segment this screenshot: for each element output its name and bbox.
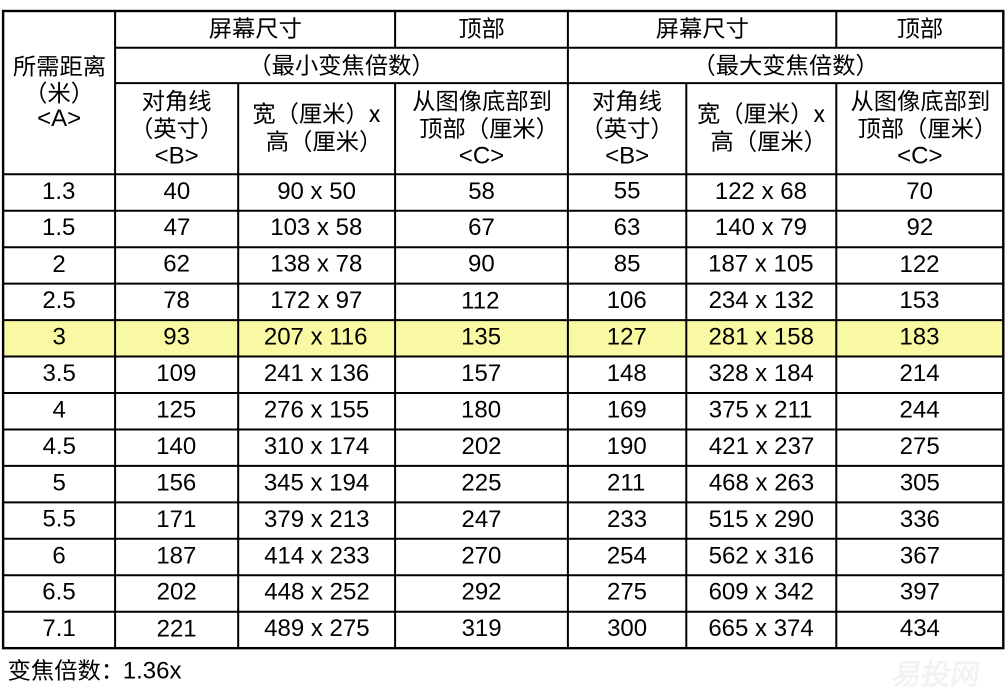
svg-text:214: 214 <box>900 360 940 387</box>
svg-text:6: 6 <box>52 542 65 569</box>
svg-text:4: 4 <box>53 396 66 423</box>
svg-text:106: 106 <box>607 287 647 314</box>
svg-text:202: 202 <box>461 433 501 460</box>
svg-text:63: 63 <box>614 214 641 241</box>
svg-text:305: 305 <box>900 469 940 496</box>
svg-text:254: 254 <box>607 542 647 569</box>
svg-text:85: 85 <box>614 251 641 278</box>
svg-text:414 x 233: 414 x 233 <box>264 542 369 569</box>
svg-text:328 x 184: 328 x 184 <box>708 360 813 387</box>
svg-text:187 x 105: 187 x 105 <box>708 251 813 278</box>
svg-text:169: 169 <box>607 396 647 423</box>
svg-text:187: 187 <box>156 542 196 569</box>
svg-text:5.5: 5.5 <box>42 506 75 533</box>
svg-text:125: 125 <box>156 396 196 423</box>
svg-text:234 x 132: 234 x 132 <box>709 287 814 314</box>
svg-text:<B>: <B> <box>605 143 649 170</box>
svg-text:434: 434 <box>900 615 940 642</box>
svg-text:310 x 174: 310 x 174 <box>264 433 369 460</box>
svg-text:122 x 68: 122 x 68 <box>715 178 807 205</box>
svg-text:78: 78 <box>163 287 190 314</box>
svg-text:292: 292 <box>461 579 501 606</box>
svg-text:247: 247 <box>461 506 501 533</box>
svg-text:172 x 97: 172 x 97 <box>270 287 362 314</box>
svg-text:421 x 237: 421 x 237 <box>709 433 814 460</box>
svg-text:90: 90 <box>468 251 495 278</box>
svg-text:5: 5 <box>52 469 65 496</box>
svg-text:156: 156 <box>156 469 196 496</box>
svg-text:2: 2 <box>52 251 65 278</box>
svg-text:127: 127 <box>607 324 647 351</box>
svg-text:270: 270 <box>461 542 501 569</box>
svg-text:40: 40 <box>164 178 191 205</box>
svg-text:515 x 290: 515 x 290 <box>709 506 814 533</box>
svg-text:140: 140 <box>156 433 196 460</box>
svg-text:207 x 116: 207 x 116 <box>264 324 368 351</box>
svg-text:300: 300 <box>607 615 647 642</box>
svg-text:202: 202 <box>157 579 197 606</box>
svg-text:665 x 374: 665 x 374 <box>708 615 813 642</box>
svg-text:103 x 58: 103 x 58 <box>270 214 362 241</box>
svg-text:62: 62 <box>163 251 190 278</box>
svg-text:70: 70 <box>906 178 933 205</box>
svg-text:468 x 263: 468 x 263 <box>709 469 814 496</box>
svg-text:1.36x: 1.36x <box>123 658 182 685</box>
svg-text:225: 225 <box>461 469 501 496</box>
svg-text:92: 92 <box>906 214 933 241</box>
svg-text:345 x 194: 345 x 194 <box>264 469 369 496</box>
svg-text:3.5: 3.5 <box>42 360 75 387</box>
svg-text:190: 190 <box>607 433 647 460</box>
svg-text:221: 221 <box>157 615 197 642</box>
svg-text:135: 135 <box>461 324 501 351</box>
svg-text:379 x 213: 379 x 213 <box>264 506 369 533</box>
svg-text:58: 58 <box>468 178 495 205</box>
svg-text:1.5: 1.5 <box>42 214 75 241</box>
svg-text:1.3: 1.3 <box>42 178 75 205</box>
svg-text:2.5: 2.5 <box>42 287 75 314</box>
svg-text:<A>: <A> <box>37 105 81 132</box>
svg-text:112: 112 <box>461 287 499 314</box>
svg-text:122: 122 <box>899 251 939 278</box>
svg-text:397: 397 <box>900 579 940 606</box>
svg-text:157: 157 <box>461 360 501 387</box>
svg-text:375 x 211: 375 x 211 <box>709 396 813 423</box>
svg-text:241 x 136: 241 x 136 <box>264 360 369 387</box>
svg-text:281 x 158: 281 x 158 <box>709 324 814 351</box>
svg-text:<C>: <C> <box>897 143 942 170</box>
svg-text:90 x 50: 90 x 50 <box>277 178 356 205</box>
svg-text:609 x 342: 609 x 342 <box>709 579 814 606</box>
svg-text:489 x 275: 489 x 275 <box>264 615 369 642</box>
svg-text:367: 367 <box>900 542 940 569</box>
svg-text:275: 275 <box>900 433 940 460</box>
svg-text:<B>: <B> <box>155 143 199 170</box>
svg-text:148: 148 <box>607 360 647 387</box>
svg-text:4.5: 4.5 <box>43 433 76 460</box>
svg-text:55: 55 <box>614 178 641 205</box>
svg-text:275: 275 <box>607 579 647 606</box>
svg-text:183: 183 <box>899 324 939 351</box>
svg-text:6.5: 6.5 <box>42 579 75 606</box>
svg-text:153: 153 <box>899 287 939 314</box>
svg-text:7.1: 7.1 <box>42 615 75 642</box>
svg-text:140 x 79: 140 x 79 <box>715 214 807 241</box>
svg-text:233: 233 <box>607 506 647 533</box>
svg-text:244: 244 <box>900 397 940 424</box>
svg-text:<C>: <C> <box>459 143 504 170</box>
svg-text:448 x 252: 448 x 252 <box>264 579 369 606</box>
svg-text:171: 171 <box>156 506 196 533</box>
svg-text:211: 211 <box>607 470 645 497</box>
svg-text:562 x 316: 562 x 316 <box>709 542 814 569</box>
svg-text:109: 109 <box>156 360 196 387</box>
svg-text:67: 67 <box>468 214 495 241</box>
svg-text:47: 47 <box>164 214 191 241</box>
svg-text:319: 319 <box>462 615 502 642</box>
svg-text:93: 93 <box>163 324 190 351</box>
svg-text:180: 180 <box>461 396 501 423</box>
svg-text:276 x 155: 276 x 155 <box>264 396 369 423</box>
svg-text:336: 336 <box>900 506 940 533</box>
svg-text:3: 3 <box>53 324 66 351</box>
svg-text:138 x 78: 138 x 78 <box>270 251 362 278</box>
